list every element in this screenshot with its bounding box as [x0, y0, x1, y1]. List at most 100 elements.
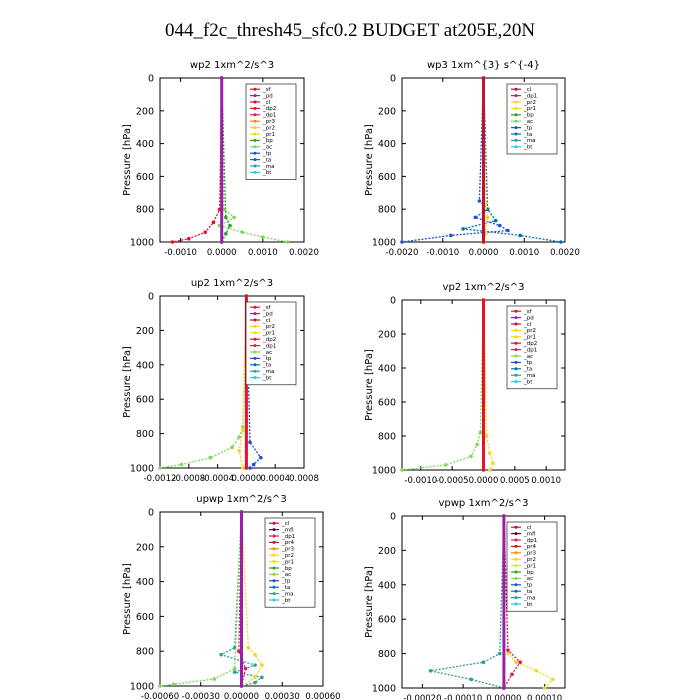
x-tick-label: 0.0004 [260, 474, 290, 484]
series-line [240, 511, 263, 687]
y-tick-label: 600 [136, 612, 154, 623]
legend-marker [514, 309, 518, 313]
legend-item: _mfl [523, 531, 536, 537]
data-point [219, 240, 224, 244]
data-point [253, 652, 257, 657]
legend-item: _pd [523, 315, 534, 321]
legend-marker [514, 538, 518, 542]
series-line [159, 295, 248, 469]
x-tick-label: -0.0012 [144, 474, 177, 484]
legend-marker [253, 158, 257, 162]
legend-marker [253, 126, 257, 130]
legend-item: _pr2 [262, 125, 275, 131]
data-point [550, 677, 555, 682]
chart-title: up2 1xm^2/s^3 [191, 278, 273, 289]
y-tick-label: 200 [378, 546, 396, 557]
legend-item: _bp [262, 138, 273, 144]
legend-marker [514, 138, 518, 142]
x-tick-label: 0.00000 [486, 694, 521, 700]
x-tick-label: -0.00060 [141, 692, 179, 700]
data-point [481, 468, 486, 472]
y-tick-label: 800 [136, 205, 154, 216]
legend-marker [514, 335, 518, 339]
data-point [449, 233, 453, 238]
legend-item: _bp [523, 570, 534, 576]
legend-item: _ma [262, 164, 274, 170]
data-point [241, 428, 245, 432]
x-tick-label: -0.00010 [444, 694, 482, 700]
legend-item: _pr1 [281, 559, 294, 565]
legend-box [245, 83, 297, 180]
series-line [401, 299, 485, 471]
legend-marker [514, 113, 518, 117]
legend-item: _dp1 [523, 538, 537, 544]
legend-item: _cl [281, 521, 290, 527]
chart-panel-2: wp3 1xm^{3} s^{-4} Pressure [hPa] 0 200 400 6… [364, 60, 580, 258]
legend-marker [514, 570, 518, 574]
legend-marker [514, 380, 518, 384]
legend-marker [272, 566, 276, 570]
legend-marker [253, 312, 257, 316]
y-tick-label: 200 [378, 106, 396, 117]
x-tick-label: -0.0005 [436, 476, 469, 486]
data-point [487, 468, 492, 472]
plot-frame [159, 77, 305, 243]
legend-item: _bt [262, 375, 272, 381]
legend-marker [272, 572, 276, 576]
data-point [534, 669, 539, 673]
series-line [172, 77, 223, 243]
legend-marker [272, 540, 276, 544]
y-axis-label: Pressure [hPa] [122, 563, 133, 635]
legend-marker [514, 589, 518, 593]
data-point [261, 235, 265, 239]
y-tick-label: 1000 [372, 684, 396, 695]
y-tick-label: 0 [148, 74, 154, 85]
data-point [481, 76, 486, 80]
y-axis-label: Pressure [hPa] [364, 566, 375, 638]
data-point [158, 466, 162, 470]
legend-item: _ac [523, 119, 533, 125]
legend-marker [253, 151, 257, 155]
legend-item: _pr1 [262, 132, 275, 138]
legend-marker [514, 322, 518, 326]
data-point [487, 451, 492, 455]
legend-item: _cl [262, 318, 271, 324]
y-tick-label: 1000 [130, 238, 154, 249]
data-point [510, 672, 514, 677]
legend-marker [253, 145, 257, 149]
legend-marker [253, 337, 257, 341]
x-tick-label: 0.00000 [224, 692, 259, 700]
data-point [478, 430, 483, 435]
y-tick-label: 400 [136, 577, 154, 588]
legend-marker [514, 341, 518, 345]
legend-marker [514, 551, 518, 555]
x-tick-label: -0.0004 [201, 474, 234, 484]
x-tick-label: -0.0010 [164, 248, 197, 258]
legend-item: _pr2 [523, 100, 536, 106]
data-point [481, 298, 486, 302]
series-line [430, 515, 505, 689]
series-line [159, 511, 243, 687]
legend-marker [253, 119, 257, 123]
legend-marker [514, 373, 518, 377]
y-tick-label: 200 [136, 542, 154, 553]
legend-item: _ta [281, 585, 290, 591]
legend-item: _dp2 [262, 106, 276, 112]
x-tick-label: 0.0000 [207, 248, 237, 258]
data-point [475, 442, 480, 447]
legend-item: _cl [523, 525, 532, 531]
x-tick-label: 0.0020 [289, 248, 319, 258]
legend-item: _bt [523, 379, 533, 385]
legend-marker [514, 119, 518, 123]
legend-marker [253, 331, 257, 335]
legend-item: _bt [281, 598, 291, 604]
legend-item: _cl [523, 322, 532, 328]
legend-item: _bt [523, 602, 533, 608]
legend-marker [272, 534, 276, 538]
data-point [187, 236, 191, 241]
data-point [285, 240, 290, 244]
data-point [219, 76, 224, 80]
y-tick-label: 0 [390, 512, 396, 523]
y-axis-label: Pressure [hPa] [122, 124, 133, 196]
data-point [219, 652, 223, 657]
